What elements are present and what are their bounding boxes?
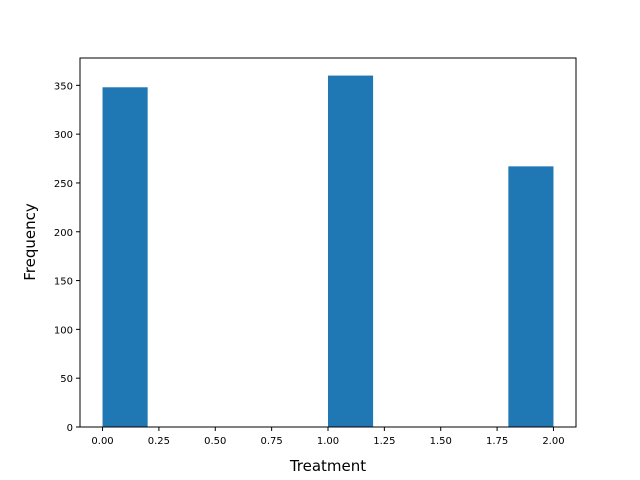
y-tick-label: 150 (54, 277, 73, 288)
x-tick-label: 1.75 (486, 436, 508, 447)
bar-2 (508, 166, 554, 427)
y-tick-label: 200 (54, 228, 73, 239)
y-axis-label: Frequency (21, 203, 39, 281)
y-tick-label: 0 (67, 423, 73, 434)
x-tick-label: 1.00 (317, 436, 339, 447)
y-tick-label: 350 (54, 81, 73, 92)
y-tick-label: 300 (54, 130, 73, 141)
y-axis-ticks: 0 50 100 150 200 250 300 350 (54, 81, 80, 434)
x-tick-label: 0.00 (91, 436, 113, 447)
y-tick-label: 250 (54, 179, 73, 190)
x-tick-label: 0.75 (261, 436, 283, 447)
bars-group (102, 75, 554, 428)
x-tick-label: 0.50 (204, 436, 226, 447)
x-tick-label: 2.00 (542, 436, 564, 447)
x-tick-label: 0.25 (148, 436, 170, 447)
y-tick-label: 50 (60, 374, 73, 385)
x-tick-label: 1.25 (373, 436, 395, 447)
bar-1 (328, 75, 374, 428)
y-tick-label: 100 (54, 325, 73, 336)
bar-0 (102, 87, 148, 428)
x-axis-label: Treatment (289, 457, 366, 475)
x-tick-label: 1.50 (430, 436, 452, 447)
x-axis-ticks: 0.00 0.25 0.50 0.75 1.00 1.25 1.50 1.75 2.00 (91, 427, 565, 447)
